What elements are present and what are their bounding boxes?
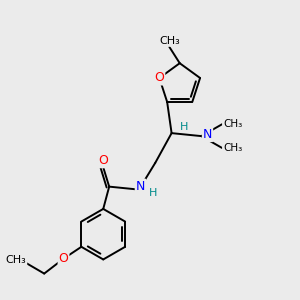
- Text: H: H: [149, 188, 158, 198]
- Text: H: H: [180, 122, 188, 132]
- Text: CH₃: CH₃: [159, 36, 180, 46]
- Text: O: O: [98, 154, 108, 167]
- Text: CH₃: CH₃: [223, 143, 242, 153]
- Text: CH₃: CH₃: [223, 119, 242, 129]
- Text: N: N: [136, 179, 145, 193]
- Text: O: O: [58, 252, 68, 265]
- Text: N: N: [203, 128, 212, 141]
- Text: CH₃: CH₃: [6, 255, 26, 265]
- Text: O: O: [154, 71, 164, 85]
